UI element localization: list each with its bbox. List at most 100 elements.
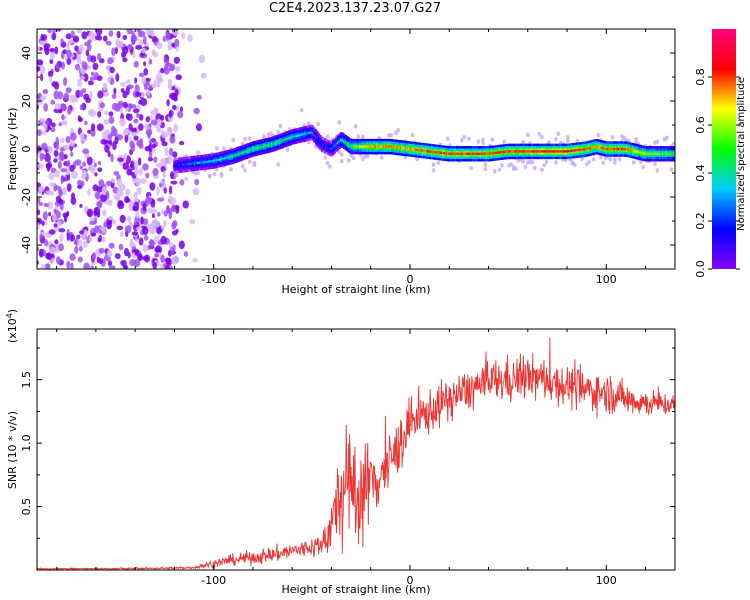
ridge-cell bbox=[233, 154, 236, 158]
noise-speckle bbox=[86, 156, 93, 166]
noise-speckle bbox=[193, 107, 200, 115]
ridge-cell bbox=[451, 152, 454, 155]
noise-speckle bbox=[127, 43, 133, 50]
spectrogram-y-axis-label: Frequency (Hz) bbox=[6, 108, 19, 191]
ridge-cell bbox=[533, 150, 536, 153]
ridge-cell bbox=[597, 145, 600, 149]
noise-speckle bbox=[140, 98, 148, 106]
ridge-cell bbox=[600, 146, 603, 149]
ridge-cell bbox=[622, 147, 625, 151]
noise-speckle bbox=[153, 235, 160, 244]
noise-speckle bbox=[162, 220, 167, 228]
ridge-halo bbox=[530, 160, 535, 165]
ridge-cell bbox=[586, 147, 589, 150]
noise-speckle bbox=[47, 201, 53, 210]
ridge-halo bbox=[215, 146, 219, 151]
ridge-cell bbox=[520, 150, 523, 153]
noise-speckle bbox=[96, 75, 103, 81]
ridge-halo bbox=[276, 162, 280, 167]
ridge-cell bbox=[374, 145, 377, 148]
noise-speckle bbox=[70, 30, 75, 39]
ridge-cell bbox=[482, 152, 486, 155]
noise-speckle bbox=[47, 29, 52, 33]
ridge-cell bbox=[182, 163, 186, 166]
noise-speckle bbox=[173, 56, 180, 64]
snr-x-ticks: -100 0 100 bbox=[56, 329, 647, 587]
noise-speckle bbox=[50, 167, 57, 173]
noise-speckle bbox=[152, 261, 157, 269]
noise-speckle bbox=[58, 228, 66, 233]
ridge-halo bbox=[299, 108, 304, 113]
noise-speckle bbox=[161, 131, 169, 139]
ridge-cell bbox=[297, 134, 300, 137]
ridge-cell bbox=[603, 147, 607, 150]
ridge-cell bbox=[192, 162, 195, 165]
noise-speckle bbox=[128, 103, 133, 109]
ridge-cell bbox=[630, 149, 633, 152]
ridge-cell bbox=[503, 150, 506, 154]
noise-speckle bbox=[133, 221, 139, 226]
noise-speckle bbox=[109, 199, 113, 207]
noise-speckle bbox=[136, 187, 142, 195]
noise-speckle bbox=[97, 167, 103, 172]
ridge-cell bbox=[443, 152, 446, 155]
ridge-halo bbox=[276, 129, 280, 135]
noise-speckle bbox=[111, 93, 117, 99]
noise-speckle bbox=[136, 226, 143, 232]
noise-speckle bbox=[133, 198, 139, 202]
ridge-cell bbox=[589, 146, 592, 150]
noise-speckle bbox=[196, 95, 202, 100]
ridge-halo bbox=[554, 160, 558, 165]
ridge-cell bbox=[253, 147, 256, 150]
noise-speckle bbox=[133, 135, 139, 141]
ridge-cell bbox=[234, 154, 238, 157]
ridge-cell bbox=[652, 152, 655, 155]
ridge-cell bbox=[305, 132, 308, 135]
noise-speckle bbox=[53, 81, 60, 90]
snr-multiplier-exponent: 4 bbox=[5, 313, 14, 318]
noise-speckle bbox=[119, 231, 124, 237]
ridge-halo bbox=[339, 152, 344, 157]
ridge-cell bbox=[460, 152, 464, 155]
noise-speckle bbox=[179, 179, 185, 186]
noise-speckle bbox=[132, 206, 139, 212]
noise-speckle bbox=[37, 129, 42, 136]
noise-speckle bbox=[88, 236, 93, 243]
noise-speckle bbox=[70, 151, 74, 157]
noise-speckle bbox=[89, 109, 97, 118]
noise-speckle bbox=[200, 72, 207, 79]
ridge-cell bbox=[525, 150, 528, 153]
ridge-cell bbox=[357, 145, 360, 148]
snr-y-ticks: 0.5 1.0 1.5 bbox=[20, 347, 675, 539]
noise-speckle bbox=[106, 220, 112, 230]
noise-speckle bbox=[167, 82, 173, 91]
noise-speckle bbox=[48, 229, 56, 235]
ridge-halo bbox=[634, 137, 638, 142]
noise-speckle bbox=[163, 54, 167, 64]
ridge-cell bbox=[438, 151, 442, 154]
ridge-cell bbox=[302, 133, 305, 136]
noise-speckle bbox=[90, 71, 95, 77]
noise-speckle bbox=[95, 34, 102, 41]
noise-speckle bbox=[37, 163, 45, 169]
noise-speckle bbox=[166, 126, 173, 136]
noise-speckle bbox=[79, 90, 84, 97]
noise-speckle bbox=[70, 262, 74, 269]
ridge-halo bbox=[389, 133, 393, 138]
noise-speckle bbox=[63, 92, 70, 101]
noise-speckle bbox=[69, 94, 77, 104]
noise-speckle bbox=[48, 182, 56, 187]
ridge-cell bbox=[432, 150, 435, 154]
ridge-cell bbox=[490, 152, 493, 155]
noise-speckle bbox=[102, 92, 109, 97]
noise-speckle bbox=[192, 257, 198, 263]
ridge-cell bbox=[429, 150, 432, 153]
ridge-halo bbox=[521, 159, 525, 164]
ridge-cell bbox=[517, 150, 520, 153]
noise-speckle bbox=[60, 137, 65, 144]
noise-speckle bbox=[49, 191, 55, 196]
y-tick-label: 40 bbox=[20, 46, 33, 60]
noise-speckle bbox=[129, 200, 135, 207]
noise-speckle bbox=[148, 139, 153, 145]
ridge-halo bbox=[436, 160, 441, 166]
